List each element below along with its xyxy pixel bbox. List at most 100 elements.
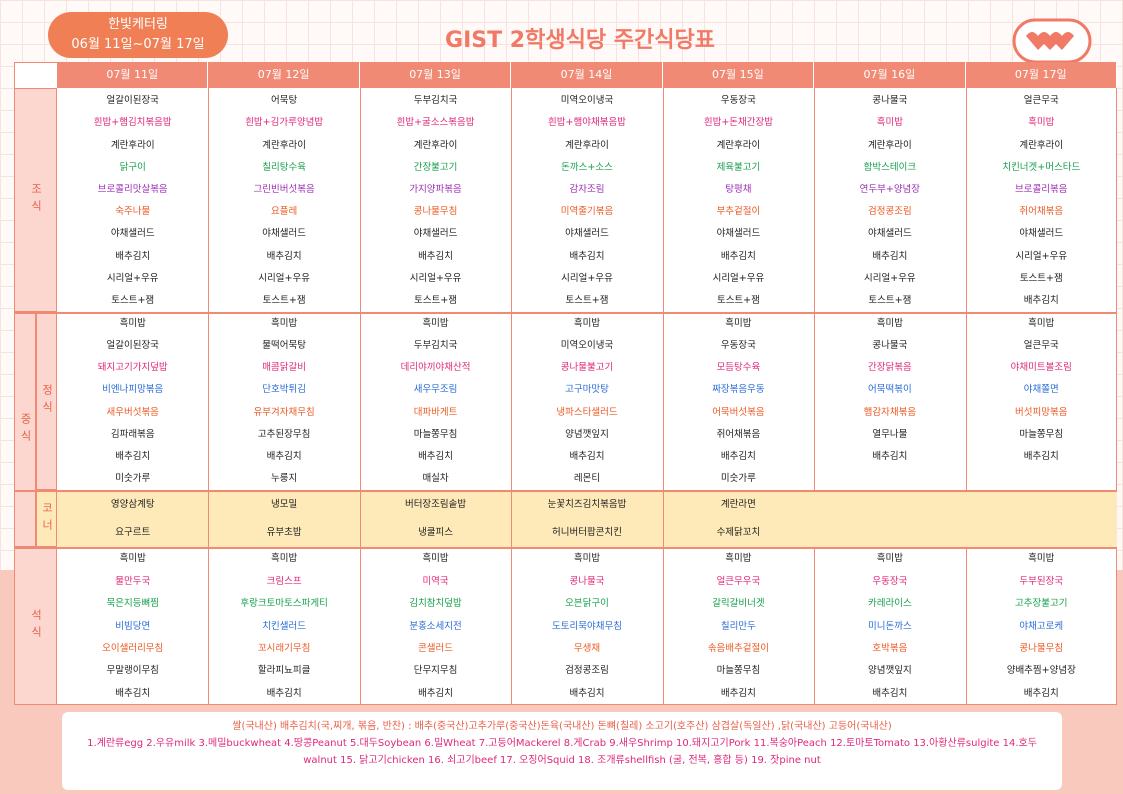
menu-item: 계란후라이 bbox=[413, 139, 458, 151]
menu-item: 모듬탕수육 bbox=[716, 362, 761, 374]
menu-item: 간장불고기 bbox=[413, 161, 458, 173]
menu-item: 흑미밥 bbox=[876, 553, 903, 565]
menu-item: 카레라이스 bbox=[868, 598, 912, 610]
row-divider bbox=[14, 312, 1117, 314]
day-header: 07월 16일 bbox=[814, 62, 966, 88]
menu-item: 얼갈이된장국 bbox=[106, 340, 159, 352]
menu-item: 흑미밥 bbox=[271, 553, 298, 565]
menu-item: 마늘쫑무침 bbox=[716, 665, 761, 677]
menu-item: 새우무조림 bbox=[413, 384, 458, 396]
menu-item: 토스트+잼 bbox=[262, 294, 306, 306]
menu-item: 비빔당면 bbox=[115, 620, 151, 632]
menu-item: 흑미밥 bbox=[573, 318, 601, 330]
menu-item: 시리얼+우유 bbox=[258, 272, 310, 284]
day-header: 07월 12일 bbox=[208, 62, 360, 88]
origin-info: 쌀(국내산) 배추김치(국,찌개, 볶음, 반찬) : 배추(중국산)고추가루(… bbox=[232, 721, 892, 732]
column-divider bbox=[814, 547, 816, 705]
menu-item: 배추김치 bbox=[115, 687, 151, 699]
column-divider bbox=[965, 547, 967, 705]
menu-item: 토스트+잼 bbox=[414, 294, 458, 306]
menu-item: 고추된장무침 bbox=[257, 428, 311, 440]
row-divider bbox=[14, 490, 1117, 492]
menu-item: 무생채 bbox=[573, 642, 601, 654]
allergen-info: 1.계란류egg 2.우유milk 3.메밀buckwheat 4.땅콩Pean… bbox=[87, 738, 1037, 766]
day-header: 07월 13일 bbox=[359, 62, 512, 88]
menu-item: 쥐어채볶음 bbox=[716, 428, 761, 440]
column-divider bbox=[965, 88, 967, 490]
column-divider bbox=[511, 88, 513, 705]
footer-note: 쌀(국내산) 배추김치(국,찌개, 볶음, 반찬) : 배추(중국산)고추가루(… bbox=[62, 712, 1062, 790]
menu-item: 흑미밥 bbox=[725, 318, 752, 330]
menu-item: 레몬티 bbox=[573, 472, 601, 484]
menu-item: 야채샐러드 bbox=[1019, 228, 1064, 240]
menu-item: 흑미밥 bbox=[1028, 318, 1055, 330]
menu-item: 연두부+양념장 bbox=[859, 183, 921, 195]
menu-item: 콘샐러드 bbox=[418, 642, 454, 654]
menu-item: 시리얼+우유 bbox=[864, 272, 916, 284]
menu-item: 꼬시래기무침 bbox=[257, 642, 311, 654]
menu-item: 양념깻잎지 bbox=[565, 428, 609, 440]
menu-item: 미역줄기볶음 bbox=[560, 206, 614, 218]
day-header: 07월 14일 bbox=[511, 62, 663, 88]
sub-section-label: 정식 bbox=[36, 312, 57, 490]
menu-item: 고구마맛탕 bbox=[565, 384, 609, 396]
column-divider bbox=[208, 88, 210, 705]
section-label: 중식 bbox=[14, 312, 36, 547]
menu-item: 호박볶음 bbox=[872, 642, 908, 654]
menu-item: 얼갈이된장국 bbox=[106, 95, 159, 107]
menu-item: 얼큰무우국 bbox=[716, 575, 761, 587]
menu-item: 야채샐러드 bbox=[565, 228, 609, 240]
menu-item: 흑미밥 bbox=[271, 318, 298, 330]
menu-item: 김치참치덮밥 bbox=[409, 598, 462, 610]
menu-item: 어묵버섯볶음 bbox=[712, 406, 765, 418]
menu-item: 흑미밥 bbox=[876, 117, 903, 129]
menu-item: 데리야끼야채산적 bbox=[400, 362, 471, 374]
menu-item: 배추김치 bbox=[720, 250, 756, 262]
menu-item: 돼지고기가지덮밥 bbox=[97, 362, 168, 374]
menu-item: 부추겉절이 bbox=[716, 206, 761, 218]
menu-item: 검정콩조림 bbox=[868, 206, 912, 218]
menu-item: 시리얼+우유 bbox=[106, 272, 159, 284]
menu-item: 허니버터팝콘치킨 bbox=[552, 527, 622, 538]
menu-item: 흑미밥 bbox=[422, 553, 449, 565]
menu-item: 제육불고기 bbox=[716, 161, 761, 173]
menu-item: 토스트+잼 bbox=[1019, 272, 1063, 284]
menu-item: 두부김치국 bbox=[413, 340, 458, 352]
menu-item: 칠리만두 bbox=[720, 620, 756, 632]
menu-item: 누룽지 bbox=[271, 472, 298, 484]
day-header: 07월 11일 bbox=[57, 62, 209, 88]
menu-item: 눈꽃치즈김치볶음밥 bbox=[547, 499, 627, 510]
menu-item: 열무나물 bbox=[872, 428, 908, 440]
menu-item: 쥐어채볶음 bbox=[1019, 206, 1064, 218]
menu-item: 흑미밥 bbox=[422, 318, 449, 330]
column-divider bbox=[814, 88, 816, 490]
menu-item: 계란후라이 bbox=[110, 139, 155, 151]
menu-item: 미숫가루 bbox=[720, 472, 756, 484]
menu-item: 물만두국 bbox=[115, 575, 151, 587]
day-header: 07월 17일 bbox=[965, 62, 1117, 88]
menu-item: 흰밥+햄김치볶음밥 bbox=[93, 117, 172, 129]
menu-item: 미역오이냉국 bbox=[560, 95, 614, 107]
menu-item: 버터장조림솥밥 bbox=[404, 499, 467, 510]
menu-item: 배추김치 bbox=[266, 450, 302, 462]
menu-item: 감자조림 bbox=[569, 183, 605, 195]
menu-item: 두부김치국 bbox=[413, 95, 458, 107]
menu-item: 계란후라이 bbox=[1019, 139, 1064, 151]
menu-item: 무말랭이무침 bbox=[106, 665, 159, 677]
menu-item: 배추김치 bbox=[569, 250, 605, 262]
menu-item: 우동장국 bbox=[872, 575, 908, 587]
menu-item: 흑미밥 bbox=[119, 318, 146, 330]
menu-item: 배추김치 bbox=[115, 450, 151, 462]
section-label: 석식 bbox=[14, 547, 57, 705]
menu-item: 검정콩조림 bbox=[565, 665, 609, 677]
menu-item: 야채샐러드 bbox=[413, 228, 458, 240]
menu-item: 계란후라이 bbox=[868, 139, 912, 151]
row-divider bbox=[14, 547, 1117, 549]
section-label: 조식 bbox=[14, 88, 57, 312]
menu-item: 미숫가루 bbox=[115, 472, 151, 484]
menu-item: 김파래볶음 bbox=[110, 428, 155, 440]
menu-item: 갈릭갈비너겟 bbox=[712, 598, 765, 610]
menu-item: 흰밥+돈채간장밥 bbox=[703, 117, 773, 129]
menu-item: 수제닭꼬치 bbox=[716, 527, 761, 538]
menu-item: 토스트+잼 bbox=[565, 294, 609, 306]
